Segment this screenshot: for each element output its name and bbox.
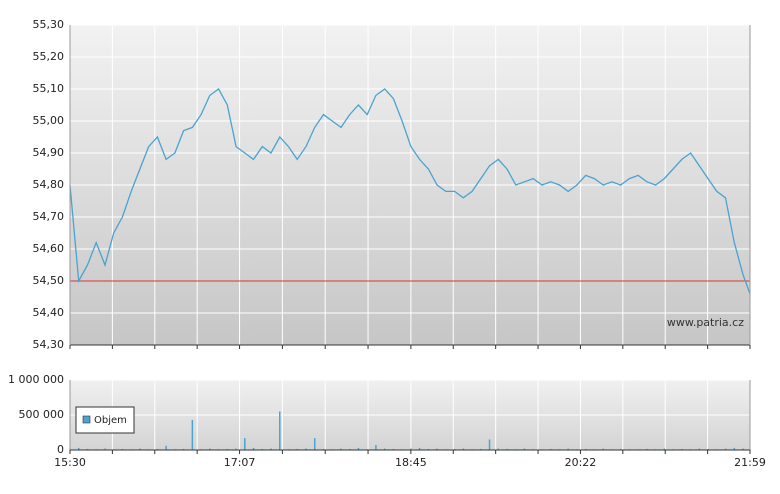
y-tick-label: 55,30 xyxy=(33,18,65,31)
volume-bar xyxy=(182,448,185,450)
watermark: www.patria.cz xyxy=(667,316,744,329)
x-tick-label: 18:45 xyxy=(395,456,427,469)
legend-swatch xyxy=(82,415,91,424)
volume-bar xyxy=(191,419,194,450)
volume-bar xyxy=(252,447,255,450)
x-tick-label: 21:59 xyxy=(734,456,766,469)
volume-bar xyxy=(523,448,526,450)
y-tick-label: 500 000 xyxy=(19,408,65,421)
y-tick-label: 54,70 xyxy=(33,210,65,223)
volume-bar xyxy=(663,448,666,450)
volume-bar xyxy=(104,448,106,450)
x-tick-label: 15:30 xyxy=(54,456,86,469)
volume-bar xyxy=(392,448,395,450)
volume-bar xyxy=(235,448,237,450)
y-tick-label: 0 xyxy=(57,443,64,456)
volume-bar xyxy=(139,448,141,450)
volume-bar xyxy=(488,439,491,450)
price-line xyxy=(69,88,751,295)
volume-bar xyxy=(480,448,482,450)
volume-bar xyxy=(77,447,80,450)
y-tick-label: 55,20 xyxy=(33,50,65,63)
volume-bar xyxy=(567,448,569,450)
y-tick-label: 54,90 xyxy=(33,146,65,159)
volume-bar xyxy=(165,445,167,450)
volume-bar xyxy=(742,448,744,450)
y-tick-label: 55,10 xyxy=(33,82,65,95)
y-tick-label: 54,50 xyxy=(33,274,65,287)
volume-bar xyxy=(410,448,412,450)
x-tick-label: 17:07 xyxy=(224,456,256,469)
volume-bar xyxy=(418,447,421,450)
volume-bar xyxy=(602,448,604,450)
y-tick-label: 55,00 xyxy=(33,114,65,127)
volume-bar xyxy=(270,448,272,450)
volume-bar xyxy=(427,448,430,450)
volume-bar xyxy=(244,438,246,450)
volume-bar xyxy=(383,448,386,450)
volume-bar xyxy=(322,448,325,450)
volume-bar xyxy=(305,448,307,450)
volume-bar xyxy=(86,448,89,450)
volume-bar xyxy=(698,448,701,450)
volume-bar xyxy=(619,448,622,450)
volume-bar xyxy=(681,448,683,450)
y-tick-label: 54,30 xyxy=(33,338,65,351)
volume-bar xyxy=(279,411,281,450)
volume-bar xyxy=(121,448,124,450)
volume-bar xyxy=(584,448,587,450)
volume-bar xyxy=(313,438,316,450)
volume-bar xyxy=(436,448,438,450)
volume-bar xyxy=(506,448,508,450)
volume-bar xyxy=(209,448,211,450)
volume-bar xyxy=(261,448,264,450)
volume-bar xyxy=(707,448,709,450)
x-tick-label: 20:22 xyxy=(565,456,597,469)
volume-bar xyxy=(646,448,648,450)
volume-bar xyxy=(226,448,229,450)
y-tick-label: 54,60 xyxy=(33,242,65,255)
volume-bar xyxy=(340,448,342,450)
volume-bar xyxy=(296,448,298,450)
volume-bar xyxy=(348,448,351,450)
volume-bar xyxy=(156,448,159,450)
volume-bar xyxy=(453,448,456,450)
volume-bar xyxy=(357,447,360,450)
volume-bar xyxy=(497,448,500,450)
volume-bar xyxy=(462,448,465,450)
volume-bar xyxy=(733,447,736,450)
y-tick-label: 54,40 xyxy=(33,306,65,319)
volume-bar xyxy=(724,448,727,450)
y-tick-label: 54,80 xyxy=(33,178,65,191)
y-tick-label: 1 000 000 xyxy=(8,373,64,386)
volume-bar xyxy=(549,448,552,450)
legend-label: Objem xyxy=(94,415,127,426)
volume-bar xyxy=(375,445,377,450)
